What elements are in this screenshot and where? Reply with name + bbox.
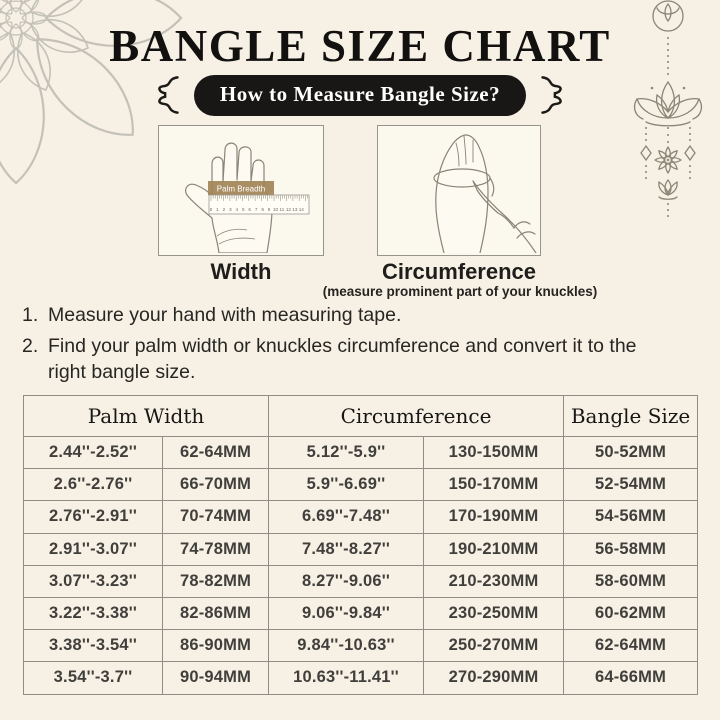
table-cell: 74-78MM: [162, 532, 269, 566]
table-cell: 270-290MM: [422, 661, 565, 695]
table-header-row: Palm Width Circumference Bangle Size: [23, 395, 699, 437]
size-table-body: 2.44''-2.52'' 62-64MM 5.12''-5.9'' 130-150M…: [23, 435, 699, 695]
palm-width-hand-illustration: Palm Breadth 0 1 2 3 4 5 6 7 8 9 10 11 12 13 14: [184, 142, 310, 254]
svg-text:3: 3: [229, 207, 232, 212]
svg-text:13: 13: [292, 207, 298, 212]
table-cell: 60-62MM: [563, 596, 699, 631]
svg-text:4: 4: [236, 207, 239, 212]
table-cell: 52-54MM: [563, 468, 699, 502]
table-cell: 6.69''-7.48'': [268, 500, 424, 534]
subtitle-pill: How to Measure Bangle Size?: [193, 74, 527, 116]
svg-text:0: 0: [210, 207, 213, 212]
table-cell: 58-60MM: [563, 564, 699, 598]
table-cell: 90-94MM: [162, 661, 269, 695]
svg-text:14: 14: [299, 207, 305, 212]
subtitle-row: How to Measure Bangle Size?: [0, 74, 720, 116]
table-cell: 50-52MM: [563, 435, 699, 470]
svg-text:5: 5: [242, 207, 245, 212]
table-cell: 10.63''-11.41'': [268, 661, 424, 695]
instruction-number: 2.: [22, 335, 39, 358]
table-cell: 86-90MM: [162, 629, 269, 663]
table-cell: 3.54''-3.7'': [23, 661, 163, 695]
table-cell: 210-230MM: [422, 564, 565, 598]
palm-breadth-label: Palm Breadth: [217, 185, 265, 194]
table-row: 3.38''-3.54'' 86-90MM 9.84''-10.63'' 250-27…: [23, 629, 699, 663]
table-cell: 2.44''-2.52'': [23, 435, 163, 470]
table-cell: 82-86MM: [162, 596, 269, 631]
table-cell: 62-64MM: [162, 435, 269, 470]
instruction-item-2: 2. Find your palm width or knuckles circ…: [22, 334, 674, 385]
table-cell: 130-150MM: [422, 435, 565, 470]
col-header-bangle-size: Bangle Size: [563, 395, 699, 437]
table-row: 3.07''-3.23'' 78-82MM 8.27''-9.06'' 210-230…: [23, 564, 699, 598]
table-cell: 2.6''-2.76'': [23, 468, 163, 502]
circumference-caption: Circumference: [381, 259, 537, 284]
table-cell: 62-64MM: [563, 629, 699, 663]
svg-text:6: 6: [248, 207, 251, 212]
table-cell: 190-210MM: [422, 532, 565, 566]
ruler: 0 1 2 3 4 5 6 7 8 9 10 11 12 13 14: [208, 194, 310, 215]
table-cell: 5.9''-6.69'': [268, 468, 424, 502]
page-title: BANGLE SIZE CHART: [109, 21, 611, 71]
svg-text:12: 12: [286, 207, 292, 212]
table-row: 3.54''-3.7'' 90-94MM 10.63''-11.41'' 270-29…: [23, 661, 699, 695]
svg-text:9: 9: [268, 207, 271, 212]
table-cell: 3.07''-3.23'': [23, 564, 163, 598]
palm-breadth-band: Palm Breadth: [208, 181, 274, 195]
svg-text:8: 8: [261, 207, 264, 212]
circumference-hand-illustration: [433, 134, 537, 254]
table-cell: 150-170MM: [422, 468, 565, 502]
table-cell: 2.76''-2.91'': [23, 500, 163, 534]
circumference-diagram-box: [377, 125, 541, 256]
circumference-note: (measure prominent part of your knuckles…: [322, 284, 598, 299]
table-cell: 2.91''-3.07'': [23, 532, 163, 566]
instruction-text: Find your palm width or knuckles circumf…: [48, 335, 637, 383]
svg-text:7: 7: [255, 207, 258, 212]
table-cell: 56-58MM: [563, 532, 699, 566]
col-header-palm-width: Palm Width: [23, 395, 269, 437]
instruction-text: Measure your hand with measuring tape.: [48, 304, 402, 326]
table-cell: 8.27''-9.06'': [268, 564, 424, 598]
instructions-list: 1. Measure your hand with measuring tape…: [22, 303, 674, 391]
table-cell: 66-70MM: [162, 468, 269, 502]
table-cell: 7.48''-8.27'': [268, 532, 424, 566]
svg-text:11: 11: [280, 207, 285, 212]
flourish-right-icon: [541, 76, 562, 114]
col-header-circumference: Circumference: [267, 395, 565, 437]
table-cell: 9.84''-10.63'': [268, 629, 424, 663]
size-table: Palm Width Circumference Bangle Size 2.4…: [23, 395, 699, 695]
table-cell: 5.12''-5.9'': [268, 435, 424, 470]
table-cell: 170-190MM: [422, 500, 565, 534]
svg-text:2: 2: [223, 207, 226, 212]
table-cell: 250-270MM: [422, 629, 565, 663]
width-caption: Width: [210, 259, 272, 284]
table-cell: 230-250MM: [422, 596, 565, 631]
table-cell: 3.38''-3.54'': [23, 629, 163, 663]
table-row: 2.6''-2.76'' 66-70MM 5.9''-6.69'' 150-170MM…: [23, 468, 699, 502]
subtitle-text: How to Measure Bangle Size?: [219, 81, 501, 106]
table-row: 2.44''-2.52'' 62-64MM 5.12''-5.9'' 130-150M…: [23, 435, 699, 470]
svg-text:10: 10: [273, 207, 279, 212]
width-diagram-box: Palm Breadth 0 1 2 3 4 5 6 7 8 9 10 11 12 13 14: [158, 125, 324, 256]
table-row: 2.91''-3.07'' 74-78MM 7.48''-8.27'' 190-210…: [23, 532, 699, 566]
table-row: 3.22''-3.38'' 82-86MM 9.06''-9.84'' 230-250…: [23, 596, 699, 631]
table-cell: 3.22''-3.38'': [23, 596, 163, 631]
table-cell: 78-82MM: [162, 564, 269, 598]
instruction-number: 1.: [22, 304, 39, 326]
table-cell: 64-66MM: [563, 661, 699, 695]
svg-text:1: 1: [216, 207, 219, 212]
instruction-item-1: 1. Measure your hand with measuring tape…: [22, 303, 674, 328]
table-cell: 70-74MM: [162, 500, 269, 534]
table-row: 2.76''-2.91'' 70-74MM 6.69''-7.48'' 170-190…: [23, 500, 699, 534]
table-cell: 9.06''-9.84'': [268, 596, 424, 631]
table-cell: 54-56MM: [563, 500, 699, 534]
flourish-left-icon: [158, 76, 179, 114]
